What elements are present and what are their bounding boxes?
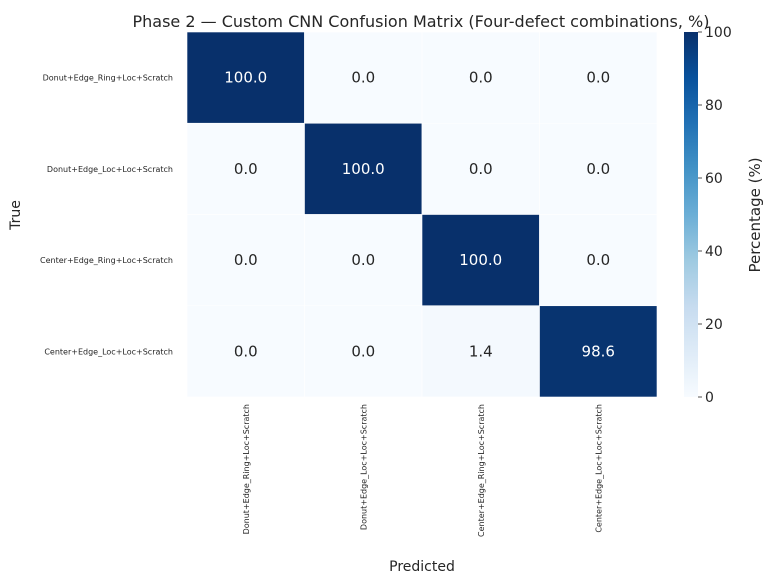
y-tick-label: Center+Edge_Ring+Loc+Scratch <box>40 256 173 265</box>
colorbar-label: Percentage (%) <box>746 157 764 272</box>
cell-value-label: 100.0 <box>342 160 385 178</box>
chart-title: Phase 2 — Custom CNN Confusion Matrix (F… <box>132 12 709 31</box>
cell-value-label: 0.0 <box>586 160 610 178</box>
y-axis-label: True <box>8 200 24 231</box>
heatmap-cell <box>186 305 305 398</box>
cell-value-label: 0.0 <box>469 69 493 87</box>
cell-value-label: 100.0 <box>459 251 502 269</box>
cell-value-label: 0.0 <box>351 69 375 87</box>
colorbar-tick-label: 60 <box>705 171 723 187</box>
colorbar-tick-label: 100 <box>705 25 732 41</box>
heatmap-cell <box>421 122 540 215</box>
cell-value-label: 0.0 <box>469 160 493 178</box>
cell-value-label: 100.0 <box>224 69 267 87</box>
cell-value-label: 98.6 <box>582 342 615 360</box>
heatmap-cell <box>421 305 540 398</box>
cell-value-label: 0.0 <box>586 69 610 87</box>
x-axis-label: Predicted <box>389 559 455 575</box>
colorbar-tick-label: 20 <box>705 317 723 333</box>
colorbar-tick-label: 0 <box>705 390 714 406</box>
colorbar-tick-label: 80 <box>705 98 723 114</box>
colorbar <box>684 32 698 397</box>
heatmap-cell <box>304 305 423 398</box>
y-tick-label: Donut+Edge_Loc+Loc+Scratch <box>47 165 173 174</box>
heatmap-cell <box>304 214 423 307</box>
heatmap-cell <box>186 122 305 215</box>
y-tick-label: Donut+Edge_Ring+Loc+Scratch <box>43 74 173 83</box>
cell-value-label: 0.0 <box>234 251 258 269</box>
heatmap-cell <box>304 122 423 215</box>
cell-value-label: 0.0 <box>234 160 258 178</box>
x-tick-label: Center+Edge_Loc+Loc+Scratch <box>594 404 603 533</box>
y-tick-label: Center+Edge_Loc+Loc+Scratch <box>44 347 173 356</box>
cell-value-label: 1.4 <box>469 342 493 360</box>
heatmap-cell <box>539 214 658 307</box>
heatmap-cell <box>539 122 658 215</box>
heatmap-cell <box>304 31 423 124</box>
cell-value-label: 0.0 <box>351 342 375 360</box>
heatmap-cell <box>539 305 658 398</box>
heatmap-cell <box>539 31 658 124</box>
heatmap-cell <box>421 31 540 124</box>
cell-value-label: 0.0 <box>586 251 610 269</box>
x-tick-label: Donut+Edge_Ring+Loc+Scratch <box>242 404 251 534</box>
heatmap-cell <box>186 31 305 124</box>
x-tick-label: Center+Edge_Ring+Loc+Scratch <box>477 404 486 537</box>
x-tick-label: Donut+Edge_Loc+Loc+Scratch <box>359 404 368 530</box>
cell-value-label: 0.0 <box>234 342 258 360</box>
colorbar-tick-label: 40 <box>705 244 723 260</box>
cell-value-label: 0.0 <box>351 251 375 269</box>
